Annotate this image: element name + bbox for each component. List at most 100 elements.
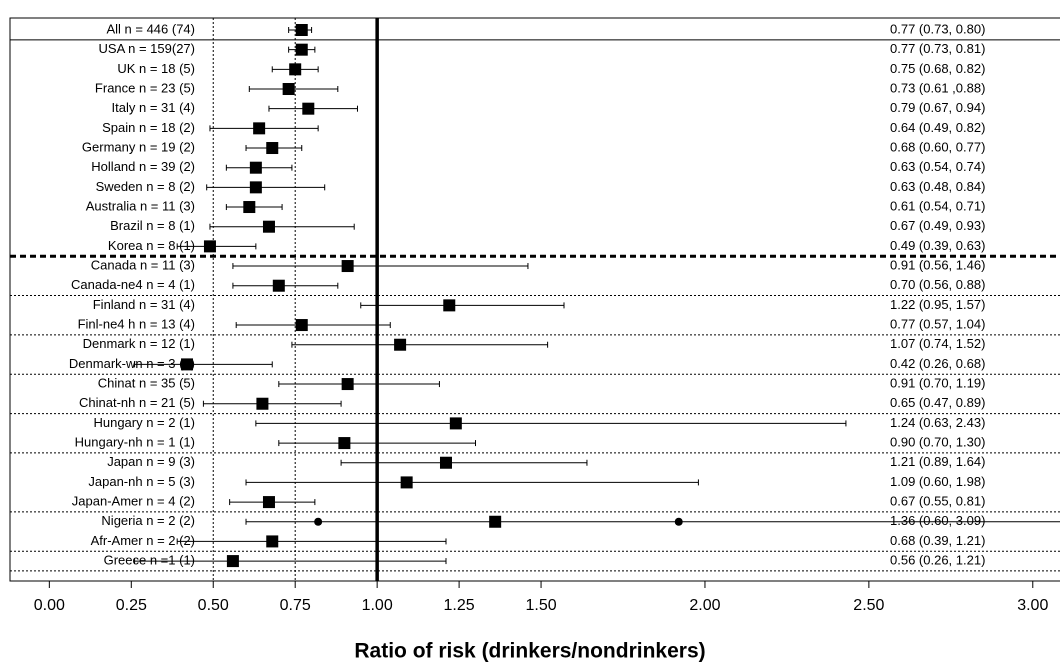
estimate-label: 0.68 (0.60, 0.77) (890, 139, 985, 154)
row-label: Chinat n = 35 (5) (98, 375, 195, 390)
estimate-square (262, 496, 275, 509)
estimate-square (341, 260, 354, 273)
x-tick-label: 2.50 (853, 597, 884, 614)
estimate-square (295, 24, 308, 36)
row-label: Denmark n = 12 (1) (83, 336, 195, 351)
estimate-label: 0.49 (0.39, 0.63) (890, 238, 985, 253)
extra-point (674, 517, 683, 526)
estimate-label: 0.42 (0.26, 0.68) (890, 356, 985, 371)
estimate-label: 0.63 (0.48, 0.84) (890, 179, 985, 194)
estimate-label: 0.73 (0.61 ,0.88) (890, 80, 985, 95)
row-label: USA n = 159(27) (99, 41, 195, 56)
x-tick-label: 2.00 (689, 597, 720, 614)
estimate-label: 0.61 (0.54, 0.71) (890, 198, 985, 213)
estimate-label: 0.70 (0.56, 0.88) (890, 277, 985, 292)
row-label: Sweden n = 8 (2) (96, 179, 195, 194)
x-tick-label: 1.25 (444, 597, 475, 614)
estimate-label: 0.68 (0.39, 1.21) (890, 533, 985, 548)
estimate-label: 0.77 (0.57, 1.04) (890, 316, 985, 331)
row-label: Denmark-wn n = 3 (1) (69, 356, 195, 371)
estimate-square (295, 43, 308, 56)
row-label: Italy n = 31 (4) (112, 100, 195, 115)
estimate-square (243, 201, 256, 214)
estimate-square (266, 142, 279, 155)
plot-frame (9, 17, 1060, 582)
estimate-square (295, 319, 308, 332)
row-label: Nigeria n = 2 (2) (101, 513, 195, 528)
estimate-label: 0.79 (0.67, 0.94) (890, 100, 985, 115)
x-tick-label: 1.50 (525, 597, 556, 614)
estimate-square (203, 240, 216, 253)
row-label: Spain n = 18 (2) (102, 120, 195, 135)
row-label: Hungary n = 2 (1) (93, 415, 195, 430)
estimate-square (262, 220, 275, 233)
estimate-square (282, 83, 295, 96)
estimate-label: 0.56 (0.26, 1.21) (890, 553, 985, 568)
estimate-square (266, 535, 279, 548)
estimate-square (253, 122, 266, 135)
x-axis-title: Ratio of risk (drinkers/nondrinkers) (354, 640, 705, 663)
x-tick-label: 3.00 (1017, 597, 1048, 614)
x-tick-label: 0.50 (198, 597, 229, 614)
row-label: Japan-nh n = 5 (3) (88, 474, 195, 489)
estimate-label: 0.64 (0.49, 0.82) (890, 120, 985, 135)
estimate-label: 0.65 (0.47, 0.89) (890, 395, 985, 410)
row-label: Hungary-nh n = 1 (1) (75, 435, 195, 450)
row-label: France n = 23 (5) (95, 80, 195, 95)
row-label: Korea n = 8 (1) (108, 238, 195, 253)
estimate-label: 0.63 (0.54, 0.74) (890, 159, 985, 174)
x-tick-label: 0.00 (34, 597, 65, 614)
estimate-square (394, 338, 407, 351)
estimate-square (338, 437, 351, 450)
estimate-label: 0.77 (0.73, 0.81) (890, 41, 985, 56)
row-label: Canada n = 11 (3) (91, 257, 195, 272)
estimate-square (341, 378, 354, 391)
estimate-label: 1.24 (0.63, 2.43) (890, 415, 985, 430)
row-label: Japan-Amer n = 4 (2) (72, 494, 195, 509)
row-label: Finland n = 31 (4) (93, 297, 195, 312)
row-label: Germany n = 19 (2) (82, 139, 195, 154)
estimate-label: 1.36 (0.60, 3.09) (890, 513, 985, 528)
row-label: Greece n =1 (1) (104, 553, 195, 568)
x-tick-label: 0.25 (116, 597, 147, 614)
row-label: Canada-ne4 n = 4 (1) (71, 277, 195, 292)
extra-point (314, 517, 323, 526)
estimate-label: 0.91 (0.56, 1.46) (890, 257, 985, 272)
row-label: UK n = 18 (5) (117, 61, 195, 76)
estimate-label: 1.22 (0.95, 1.57) (890, 297, 985, 312)
estimate-square (272, 279, 285, 292)
estimate-square (289, 63, 302, 76)
estimate-square (302, 102, 315, 115)
estimate-label: 0.67 (0.55, 0.81) (890, 494, 985, 509)
estimate-square (249, 181, 262, 194)
estimate-square (226, 555, 239, 568)
row-label: All n = 446 (74) (106, 21, 195, 36)
estimate-square (443, 299, 456, 312)
row-label: Japan n = 9 (3) (107, 454, 195, 469)
estimate-square (439, 456, 452, 469)
estimate-square (181, 358, 194, 371)
row-label: Holland n = 39 (2) (91, 159, 195, 174)
estimate-square (400, 476, 413, 489)
row-label: Brazil n = 8 (1) (110, 218, 195, 233)
row-label: Chinat-nh n = 21 (5) (79, 395, 195, 410)
estimate-label: 0.91 (0.70, 1.19) (890, 375, 985, 390)
estimate-label: 0.75 (0.68, 0.82) (890, 61, 985, 76)
x-tick-label: 0.75 (280, 597, 311, 614)
row-label: Finl-ne4 h n = 13 (4) (78, 316, 195, 331)
estimate-label: 1.09 (0.60, 1.98) (890, 474, 985, 489)
estimate-square (256, 397, 269, 410)
estimate-label: 1.07 (0.74, 1.52) (890, 336, 985, 351)
estimate-square (449, 417, 462, 430)
row-label: Afr-Amer n = 2 (2) (91, 533, 195, 548)
estimate-square (249, 161, 262, 174)
row-label: Australia n = 11 (3) (86, 198, 195, 213)
estimate-label: 0.67 (0.49, 0.93) (890, 218, 985, 233)
estimate-label: 0.77 (0.73, 0.80) (890, 21, 985, 36)
estimate-label: 1.21 (0.89, 1.64) (890, 454, 985, 469)
estimate-label: 0.90 (0.70, 1.30) (890, 435, 985, 450)
estimate-square (489, 515, 502, 528)
x-tick-label: 1.00 (362, 597, 393, 614)
